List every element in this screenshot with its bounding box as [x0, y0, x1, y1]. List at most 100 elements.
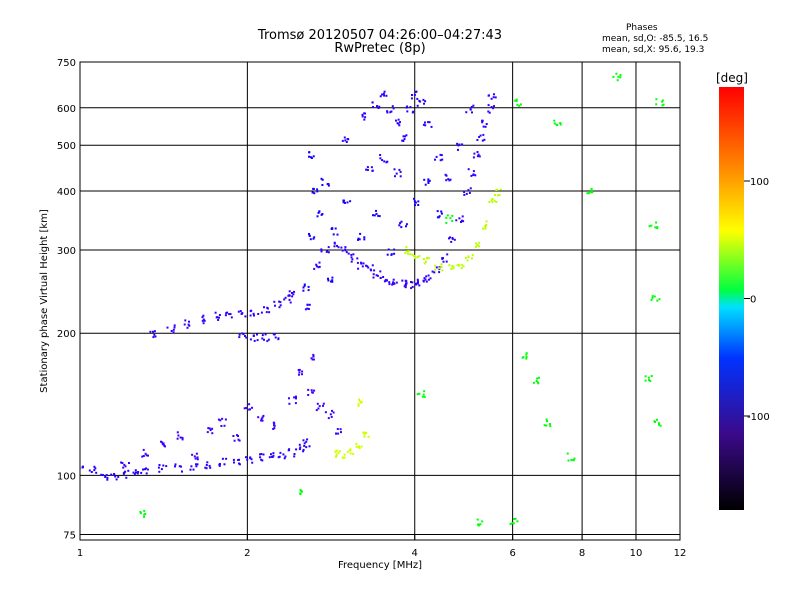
data-point [648, 379, 651, 381]
x-tick-label: 2 [244, 548, 250, 559]
data-point [238, 458, 240, 461]
data-point [232, 458, 235, 461]
y-tick-label: 75 [63, 530, 76, 541]
data-point [365, 264, 367, 267]
data-point [482, 227, 485, 230]
data-point [334, 450, 337, 453]
data-point [122, 472, 125, 475]
data-point [407, 250, 410, 253]
y-tick-label: 500 [57, 141, 76, 152]
data-point [387, 248, 390, 251]
plot-frame [79, 61, 681, 541]
data-point [393, 252, 396, 255]
data-point [244, 315, 247, 318]
data-point [405, 246, 408, 249]
data-point [372, 273, 375, 276]
data-point [615, 72, 618, 75]
data-point [196, 456, 199, 459]
data-point [223, 424, 226, 427]
data-point [616, 79, 619, 82]
data-point [238, 439, 241, 442]
data-point [211, 432, 214, 435]
data-point [455, 219, 458, 222]
data-point [395, 281, 398, 284]
data-point [490, 199, 493, 202]
data-point [467, 189, 470, 192]
data-point [123, 463, 126, 466]
data-point [422, 98, 425, 101]
data-point [371, 169, 374, 172]
data-point [572, 458, 575, 461]
data-point [273, 422, 276, 425]
data-point [308, 155, 310, 158]
data-point [478, 241, 481, 244]
x-tick-label: 8 [579, 548, 585, 559]
data-point [345, 141, 348, 143]
data-point [435, 155, 438, 158]
y-tick-label: 300 [57, 246, 76, 257]
data-point [302, 286, 305, 289]
data-point [193, 455, 196, 458]
data-point [401, 279, 404, 282]
data-point [144, 452, 147, 455]
data-point [414, 257, 416, 259]
data-point [127, 469, 130, 472]
data-point [320, 213, 323, 216]
data-point [365, 431, 368, 434]
data-point [202, 314, 205, 317]
data-point [266, 340, 269, 343]
data-point [320, 248, 323, 251]
data-point [261, 334, 264, 337]
data-point [451, 237, 454, 240]
data-point [413, 93, 416, 96]
data-point [336, 244, 338, 247]
y-tick-label: 400 [57, 187, 76, 198]
data-point [424, 183, 427, 186]
data-point [297, 369, 300, 371]
data-point [134, 469, 137, 472]
data-point [377, 107, 380, 109]
data-point [316, 190, 319, 193]
data-point [515, 100, 518, 103]
data-point [359, 400, 361, 403]
data-point [349, 448, 352, 451]
data-point [345, 251, 348, 254]
data-point [114, 475, 117, 478]
data-point [423, 277, 426, 280]
data-point [570, 459, 573, 461]
data-point [549, 425, 552, 428]
data-point [288, 402, 291, 405]
data-point [340, 246, 343, 249]
data-point [406, 105, 409, 108]
data-point [416, 256, 419, 259]
data-point [383, 94, 386, 97]
data-point [457, 144, 460, 147]
data-point [461, 215, 464, 218]
data-point [160, 440, 162, 443]
data-point [488, 111, 491, 114]
data-point [335, 454, 338, 457]
data-point [418, 255, 421, 258]
data-point [217, 319, 220, 321]
data-point [330, 227, 333, 230]
data-point [659, 424, 662, 427]
data-point [154, 335, 157, 338]
data-point [397, 122, 400, 125]
data-point [525, 353, 528, 356]
data-point [362, 262, 365, 265]
data-point [224, 314, 227, 317]
data-point [361, 265, 364, 268]
data-point [195, 465, 198, 468]
data-point [349, 452, 352, 455]
data-point [123, 471, 126, 474]
data-point [299, 488, 302, 491]
data-point [265, 311, 268, 314]
data-point [425, 280, 428, 283]
data-point [257, 313, 260, 315]
data-point [162, 464, 165, 467]
data-point [379, 154, 382, 156]
data-point [654, 226, 657, 229]
data-point [394, 175, 396, 178]
data-point [120, 461, 123, 464]
data-point [476, 151, 479, 153]
